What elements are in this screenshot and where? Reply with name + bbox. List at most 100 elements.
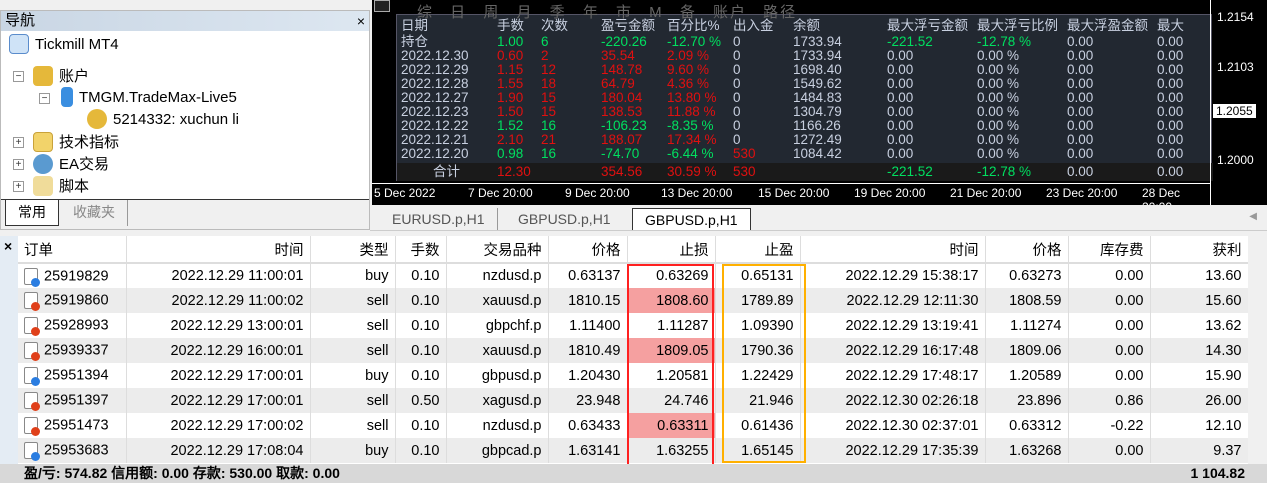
table-cell: 2022.12.29 17:00:01 xyxy=(126,363,311,388)
table-cell: nzdusd.p xyxy=(446,263,549,288)
stats-cell: 6 xyxy=(541,34,549,49)
x-tick-label: 13 Dec 20:00 xyxy=(661,186,733,200)
table-row[interactable]: 25951394 2022.12.29 17:00:01 buy 0.10 gbpusd… xyxy=(18,363,1249,388)
stats-cell: 0 xyxy=(733,118,741,133)
table-cell: gbpchf.p xyxy=(446,313,549,338)
table-row[interactable]: 25939337 2022.12.29 16:00:01 sell 0.10 xauus… xyxy=(18,338,1249,363)
column-header[interactable]: 价格 xyxy=(985,236,1069,264)
table-row[interactable]: 25951473 2022.12.29 17:00:02 sell 0.10 nzdus… xyxy=(18,413,1249,438)
tab-gbpusd-active[interactable]: GBPUSD.p,H1 xyxy=(632,208,751,230)
table-cell: 1.63141 xyxy=(548,438,628,463)
stats-cell: 0.00 xyxy=(1067,76,1094,91)
table-row[interactable]: 25951397 2022.12.29 17:00:01 sell 0.50 xagus… xyxy=(18,388,1249,413)
stats-cell: -8.35 % xyxy=(667,118,714,133)
scrollbar[interactable] xyxy=(1248,236,1267,464)
column-header[interactable]: 获利 xyxy=(1150,236,1249,264)
scroll-left-icon[interactable]: ◀ xyxy=(1249,211,1257,222)
chart-mode-icon[interactable] xyxy=(374,0,390,12)
tree-experts[interactable]: EA交易 xyxy=(33,153,109,174)
chart-area[interactable]: 综 日 周 月 季 年 市 M 备 账户 路径 日期 手数 次数 盈亏金额 百分比% 出入… xyxy=(372,0,1267,214)
expert-hat-icon xyxy=(33,153,53,174)
stats-cell: -12.70 % xyxy=(667,34,722,49)
stats-cell: 1084.42 xyxy=(793,146,842,161)
accounts-icon xyxy=(33,65,53,86)
expand-icon[interactable]: + xyxy=(13,137,24,148)
stats-cell: -12.78 % xyxy=(977,34,1032,49)
table-cell: 23.948 xyxy=(548,388,628,413)
stats-cell: 0.00 % xyxy=(977,118,1020,133)
x-tick-label: 5 Dec 2022 xyxy=(374,186,436,200)
stats-total-maxlosspct: -12.78 % xyxy=(977,164,1032,179)
stats-cell: 16 xyxy=(541,146,557,161)
stats-cell: 0.00 xyxy=(1157,104,1184,119)
table-cell: 0.63137 xyxy=(548,263,628,288)
close-icon[interactable]: × xyxy=(4,238,13,254)
stats-cell: 180.04 xyxy=(601,90,643,105)
tab-eurusd[interactable]: EURUSD.p,H1 xyxy=(380,208,498,230)
order-id: 25951397 xyxy=(44,392,109,409)
stats-cell: 日期 xyxy=(401,18,428,33)
table-row[interactable]: 25928993 2022.12.29 13:00:01 sell 0.10 gbpch… xyxy=(18,313,1249,338)
column-header[interactable]: 交易品种 xyxy=(446,236,549,264)
column-header[interactable]: 订单 xyxy=(18,236,127,264)
order-id: 25953683 xyxy=(44,442,109,459)
stats-cell: 2 xyxy=(541,48,549,63)
table-cell: 0.10 xyxy=(395,288,447,313)
table-cell: buy xyxy=(310,363,396,388)
stats-cell: 188.07 xyxy=(601,132,643,147)
column-header[interactable]: 类型 xyxy=(310,236,396,264)
close-icon[interactable]: × xyxy=(356,13,365,29)
table-cell: sell xyxy=(310,338,396,363)
tab-common[interactable]: 常用 xyxy=(5,200,59,226)
function-icon xyxy=(33,131,53,152)
column-header[interactable]: 库存费 xyxy=(1068,236,1151,264)
stats-cell: 13.80 % xyxy=(667,90,717,105)
stats-cell: -221.52 xyxy=(887,34,933,49)
stats-cell: 最大 xyxy=(1157,18,1184,33)
table-row[interactable]: 25919829 2022.12.29 11:00:01 buy 0.10 nzdusd… xyxy=(18,263,1249,288)
expand-icon[interactable]: + xyxy=(13,181,24,192)
stats-cell: 0.00 xyxy=(887,104,914,119)
table-cell: 25951397 xyxy=(18,388,127,413)
table-row[interactable]: 25919860 2022.12.29 11:00:02 sell 0.10 xauus… xyxy=(18,288,1249,313)
stats-cell: 2022.12.28 xyxy=(401,76,469,91)
table-row[interactable]: 25953683 2022.12.29 17:08:04 buy 0.10 gbpcad… xyxy=(18,438,1249,463)
tab-gbpusd[interactable]: GBPUSD.p,H1 xyxy=(518,211,611,227)
terminal-side: × xyxy=(0,236,18,464)
stats-cell: 9.60 % xyxy=(667,62,710,77)
stats-header: 日期 手数 次数 盈亏金额 百分比% 出入金 余额 最大浮亏金额 最大浮亏比例 最大浮盈金额 最大 xyxy=(397,19,1213,33)
column-header[interactable]: 止损 xyxy=(627,236,716,264)
table-cell: 14.30 xyxy=(1150,338,1249,363)
column-header[interactable]: 价格 xyxy=(548,236,628,264)
table-cell: 2022.12.29 13:00:01 xyxy=(126,313,311,338)
tree-indicators[interactable]: 技术指标 xyxy=(33,131,119,152)
table-cell: 0.10 xyxy=(395,363,447,388)
tree-root[interactable]: Tickmill MT4 xyxy=(9,34,119,54)
buy-order-icon xyxy=(24,442,40,461)
stats-menu[interactable]: 综 日 周 月 季 年 市 M 备 账户 路径 xyxy=(417,4,798,21)
stats-row: 2022.12.23 1.50 15 138.53 11.88 % 0 1304.79 0.0… xyxy=(397,105,1213,119)
stats-cell: -74.70 xyxy=(601,146,640,161)
tab-favorites[interactable]: 收藏夹 xyxy=(61,200,128,226)
table-cell: 0.63273 xyxy=(985,263,1069,288)
column-header[interactable]: 止盈 xyxy=(715,236,801,264)
stats-cell: 35.54 xyxy=(601,48,635,63)
stats-cell: 0 xyxy=(733,90,741,105)
tree-server[interactable]: TMGM.TradeMax-Live5 xyxy=(61,87,237,107)
expand-icon[interactable]: + xyxy=(13,159,24,170)
table-cell: 1789.89 xyxy=(715,288,801,313)
collapse-icon[interactable]: − xyxy=(39,93,50,104)
tree-scripts[interactable]: 脚本 xyxy=(33,175,89,196)
stats-total-pct: 30.59 % xyxy=(667,164,717,179)
table-cell: 25919829 xyxy=(18,263,127,288)
column-header[interactable]: 手数 xyxy=(395,236,447,264)
collapse-icon[interactable]: − xyxy=(13,71,24,82)
stats-cell: 0.00 % xyxy=(977,90,1020,105)
tree-account[interactable]: 5214332: xuchun li xyxy=(87,109,239,129)
column-header[interactable]: 时间 xyxy=(800,236,986,264)
table-cell: 0.86 xyxy=(1068,388,1151,413)
column-header[interactable]: 时间 xyxy=(126,236,311,264)
tree-accounts[interactable]: 账户 xyxy=(33,65,89,86)
stats-cell: 0.00 xyxy=(1157,34,1184,49)
tree-label: TMGM.TradeMax-Live5 xyxy=(79,88,237,106)
